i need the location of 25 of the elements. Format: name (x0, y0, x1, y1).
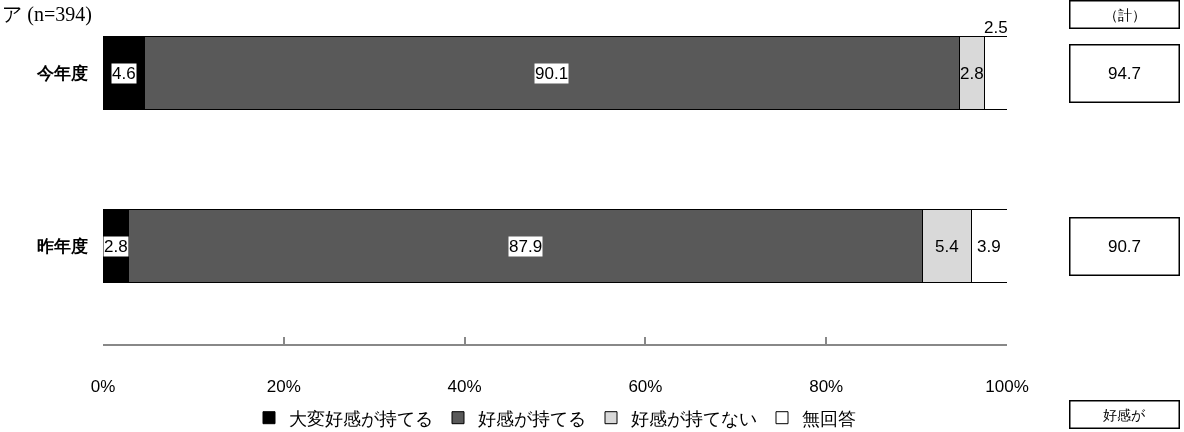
data-label: 90.1 (535, 64, 569, 83)
data-label: 2.5 (984, 18, 1008, 37)
data-label: 3.9 (977, 237, 1001, 256)
y-tick-label: 今年度 (36, 64, 88, 84)
legend-label: 好感が持てない (631, 408, 757, 429)
legend-label: 大変好感が持てる (289, 408, 433, 429)
data-label: 5.4 (935, 237, 959, 256)
text: 好感が (1103, 406, 1146, 423)
x-tick-label: 40% (447, 377, 482, 397)
x-tick-label: 100% (985, 377, 1029, 397)
legend-label: 好感が持てる (478, 408, 586, 429)
text: ア (n=394) (2, 3, 92, 26)
text: （計） (1103, 6, 1146, 23)
x-tick-label: 60% (628, 377, 663, 397)
text: 94.7 (1107, 64, 1142, 83)
y-tick-label: 昨年度 (37, 237, 88, 257)
data-label: 2.8 (104, 237, 128, 256)
x-tick-label: 20% (266, 377, 301, 397)
x-tick-label: 0% (90, 377, 116, 397)
data-label: 87.9 (509, 237, 543, 256)
data-label: 4.6 (112, 64, 136, 83)
legend-label: 無回答 (802, 408, 856, 429)
x-tick-label: 80% (809, 377, 844, 397)
text: 90.7 (1107, 237, 1142, 256)
data-label: 2.8 (960, 64, 984, 83)
